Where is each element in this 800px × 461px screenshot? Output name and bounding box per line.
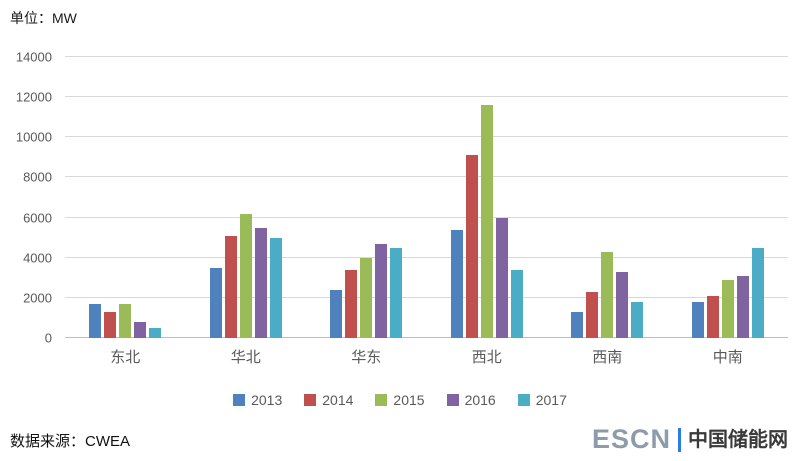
legend-label-2013: 2013 <box>251 392 283 408</box>
legend-item-2014: 2014 <box>304 392 353 408</box>
legend-swatch-2017 <box>517 394 530 406</box>
y-tick-label: 12000 <box>15 89 52 105</box>
bar-2017-东北 <box>149 327 162 338</box>
legend-item-2017: 2017 <box>517 392 567 408</box>
gridline <box>65 56 788 57</box>
bar-2015-东北 <box>119 303 132 338</box>
source-label: 数据来源：CWEA <box>10 433 131 450</box>
y-tick-label: 4000 <box>23 250 52 266</box>
bar-2017-华北 <box>269 237 282 338</box>
legend-label-2017: 2017 <box>535 392 567 408</box>
y-tick-label: 8000 <box>23 169 52 185</box>
gridline <box>65 337 788 338</box>
legend-swatch-2015 <box>375 394 388 406</box>
legend: 2013 2014 2015 2016 2017 <box>0 392 800 408</box>
bar-2013-西北 <box>450 229 463 338</box>
escn-logo: ESCN 中国储能网 <box>592 426 788 453</box>
bar-2017-西北 <box>510 269 523 338</box>
bar-2014-华北 <box>224 235 237 338</box>
bar-group-东北 <box>65 57 186 338</box>
bar-2016-西南 <box>616 271 629 338</box>
bar-2014-西北 <box>465 155 478 338</box>
x-axis-label-华北: 华北 <box>230 349 261 366</box>
bar-2016-中南 <box>736 275 749 338</box>
x-axis-label-东北: 东北 <box>110 349 141 366</box>
bar-groups <box>65 57 788 338</box>
bar-2017-西南 <box>631 301 644 338</box>
x-axis-label-中南: 中南 <box>712 349 743 366</box>
y-tick-label: 0 <box>44 330 52 346</box>
bar-2014-华东 <box>345 269 358 338</box>
bar-2015-西南 <box>601 251 614 338</box>
bar-2016-华北 <box>254 227 267 338</box>
bar-group-西北 <box>427 57 548 338</box>
bar-2013-西南 <box>571 311 584 338</box>
bar-2013-华北 <box>209 267 222 338</box>
escn-logo-text: ESCN <box>591 424 671 454</box>
gridline <box>65 96 788 98</box>
x-axis-label-华东: 华东 <box>351 349 382 366</box>
bar-2015-西北 <box>480 105 493 338</box>
y-tick-label: 10000 <box>15 129 52 145</box>
bar-group-华东 <box>306 57 427 338</box>
legend-item-2016: 2016 <box>446 392 496 408</box>
legend-item-2015: 2015 <box>375 392 425 408</box>
y-tick-label: 2000 <box>23 290 52 306</box>
escn-logo-cn-name: 中国储能网 <box>688 428 788 451</box>
bar-2016-西北 <box>495 217 508 338</box>
bar-2016-华东 <box>375 243 388 338</box>
y-tick-label: 6000 <box>23 210 52 226</box>
bar-2013-东北 <box>89 303 102 338</box>
bar-2017-华东 <box>390 247 403 338</box>
bar-group-华北 <box>186 57 307 338</box>
bar-2013-华东 <box>330 289 343 338</box>
gridline <box>65 136 788 138</box>
y-tick-label: 14000 <box>15 49 52 65</box>
bar-2013-中南 <box>691 301 704 338</box>
gridline <box>65 216 788 218</box>
y-axis: 0 2000 4000 6000 8000 10000 12000 14000 <box>0 50 58 346</box>
bar-group-中南 <box>668 57 789 338</box>
bar-2014-东北 <box>104 311 117 338</box>
legend-swatch-2013 <box>233 394 246 406</box>
gridline <box>65 176 788 178</box>
plot-area <box>65 56 788 338</box>
x-axis-label-西北: 西北 <box>471 349 502 366</box>
legend-item-2013: 2013 <box>233 392 282 408</box>
legend-label-2014: 2014 <box>322 392 354 408</box>
bar-group-西南 <box>547 57 668 338</box>
unit-label: 单位：MW <box>10 10 77 26</box>
bar-2015-华东 <box>360 257 373 338</box>
bar-2017-中南 <box>751 247 764 338</box>
bar-2014-西南 <box>586 291 599 338</box>
gridline <box>65 256 788 258</box>
bar-2015-华北 <box>239 213 252 338</box>
legend-label-2016: 2016 <box>464 392 496 408</box>
logo-divider-bar <box>678 427 681 452</box>
bar-2014-中南 <box>706 295 719 338</box>
bar-2016-东北 <box>134 321 147 338</box>
gridline <box>65 296 788 298</box>
legend-label-2015: 2015 <box>393 392 425 408</box>
x-axis-labels: 东北 华北 华东 西北 西南 中南 <box>65 346 788 367</box>
legend-swatch-2014 <box>304 394 317 406</box>
x-axis-label-西南: 西南 <box>592 349 623 366</box>
legend-swatch-2016 <box>446 394 459 406</box>
bar-2015-中南 <box>721 279 734 338</box>
